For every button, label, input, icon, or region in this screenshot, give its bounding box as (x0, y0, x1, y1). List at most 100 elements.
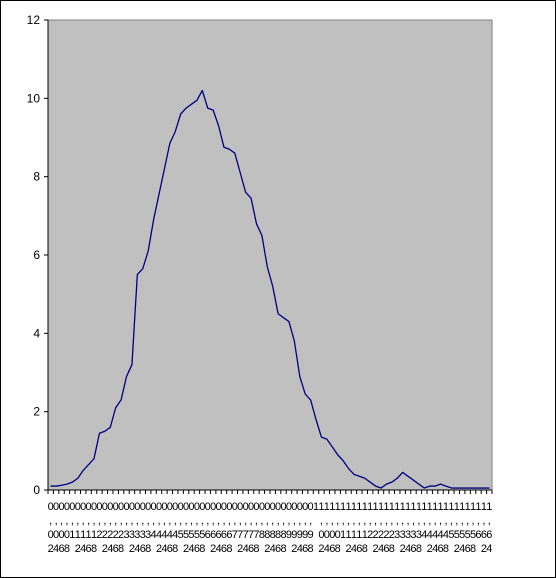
data-point (109, 426, 111, 428)
x-tick-label-char: , (201, 515, 204, 527)
x-tick-label-char: , (157, 515, 160, 527)
x-tick-label-char: 6 (356, 543, 362, 555)
x-tick-label-char: 0 (329, 529, 335, 541)
x-tick-label-char: , (130, 515, 133, 527)
x-tick-label-char: 6 (210, 529, 216, 541)
x-tick-label-char: 2 (454, 543, 460, 555)
x-tick-label-char: 4 (156, 529, 162, 541)
x-tick-label: 1,6 (475, 501, 481, 541)
x-tick-label-char: 1 (329, 501, 335, 513)
x-tick-label-char: 0 (69, 501, 75, 513)
x-tick-label-char: , (65, 515, 68, 527)
x-tick-label: 1,3 (394, 501, 400, 541)
data-point (391, 481, 393, 483)
x-tick-label-char: 1 (437, 501, 443, 513)
x-tick-label-char: , (379, 515, 382, 527)
x-tick-label-char: 1 (367, 501, 373, 513)
x-tick-label-char: 5 (465, 529, 471, 541)
data-point (82, 470, 84, 471)
x-tick-label-char: 2 (156, 543, 162, 555)
x-tick-label-char: 6 (486, 529, 492, 541)
data-point (483, 487, 485, 489)
x-tick-label-char: 1 (351, 501, 357, 513)
series-layer (50, 89, 490, 489)
data-point (153, 219, 154, 221)
x-tick-label-char: 6 (194, 543, 200, 555)
x-tick-label-char: , (239, 515, 242, 527)
x-tick-label-char: 8 (416, 543, 422, 555)
x-tick-label-char: 3 (140, 529, 146, 541)
x-tick-label-char: , (49, 515, 52, 527)
x-tick-label-char: , (277, 515, 280, 527)
x-tick-label-char: , (417, 515, 420, 527)
data-point (228, 148, 230, 150)
x-tick-label: 0,6 (205, 501, 211, 541)
x-tick-label-char: 4 (324, 543, 330, 555)
x-tick-label-char: 0 (248, 501, 254, 513)
y-tick-label: 0 (33, 483, 40, 497)
x-tick-label-char: , (136, 515, 139, 527)
x-tick-label-char: , (401, 515, 404, 527)
x-tick-label-char: 0 (318, 529, 324, 541)
y-tick-label: 4 (33, 326, 40, 340)
x-tick-label-char: 0 (161, 501, 167, 513)
x-tick-label-char: 2 (389, 529, 395, 541)
x-tick-label: 0,3 (123, 501, 129, 541)
x-tick-label-char: 1 (383, 501, 389, 513)
x-tick-label: 0,5 (178, 501, 184, 541)
x-tick-label-char: 8 (226, 543, 232, 555)
x-tick-label-char: 2 (367, 529, 373, 541)
x-tick-label-char: , (76, 515, 79, 527)
x-tick-label-char: 4 (486, 543, 492, 555)
x-tick-label-char: , (450, 515, 453, 527)
x-tick-label-char: 0 (58, 529, 64, 541)
x-tick-label-char: 4 (107, 543, 113, 555)
x-tick-label-char: 6 (226, 529, 232, 541)
data-point (472, 487, 474, 489)
x-tick-label-char: 1 (345, 529, 351, 541)
x-tick-label: 1 (313, 501, 319, 513)
x-tick-label-char: 2 (75, 543, 81, 555)
data-point (71, 481, 73, 483)
x-tick-label-char: , (477, 515, 480, 527)
x-tick-label-char: 7 (232, 529, 238, 541)
x-tick-label-char: 6 (248, 543, 254, 555)
x-tick-label-char: , (444, 515, 447, 527)
x-tick-label-char: 0 (324, 529, 330, 541)
x-tick-label-char: 2 (373, 529, 379, 541)
x-tick-label-char: 3 (410, 529, 416, 541)
x-tick-label-char: 0 (275, 501, 281, 513)
data-point (218, 125, 219, 127)
data-point (369, 481, 371, 483)
x-tick-label-char: 4 (427, 529, 433, 541)
x-tick-label-char: , (358, 515, 361, 527)
x-tick-label-char: 4 (421, 529, 427, 541)
x-tick-label-char: 7 (253, 529, 259, 541)
x-tick-label-char: , (109, 515, 112, 527)
x-tick-label-char: , (423, 515, 426, 527)
x-tick-label-char: 9 (297, 529, 303, 541)
x-tick-label-char: 2 (427, 543, 433, 555)
x-tick-label-char: , (114, 515, 117, 527)
x-tick-label-char: 1 (410, 501, 416, 513)
x-tick-label-char: 2 (210, 543, 216, 555)
x-tick-label-char: , (168, 515, 171, 527)
x-tick-label-char: , (179, 515, 182, 527)
data-point (450, 487, 452, 489)
x-tick-label-char: 8 (308, 543, 314, 555)
x-tick-label-char: 4 (161, 529, 167, 541)
x-tick-label-char: 0 (178, 501, 184, 513)
x-tick-label-char: 1 (318, 501, 324, 513)
x-tick-label-char: 1 (416, 501, 422, 513)
x-tick-label-char: 5 (188, 529, 194, 541)
